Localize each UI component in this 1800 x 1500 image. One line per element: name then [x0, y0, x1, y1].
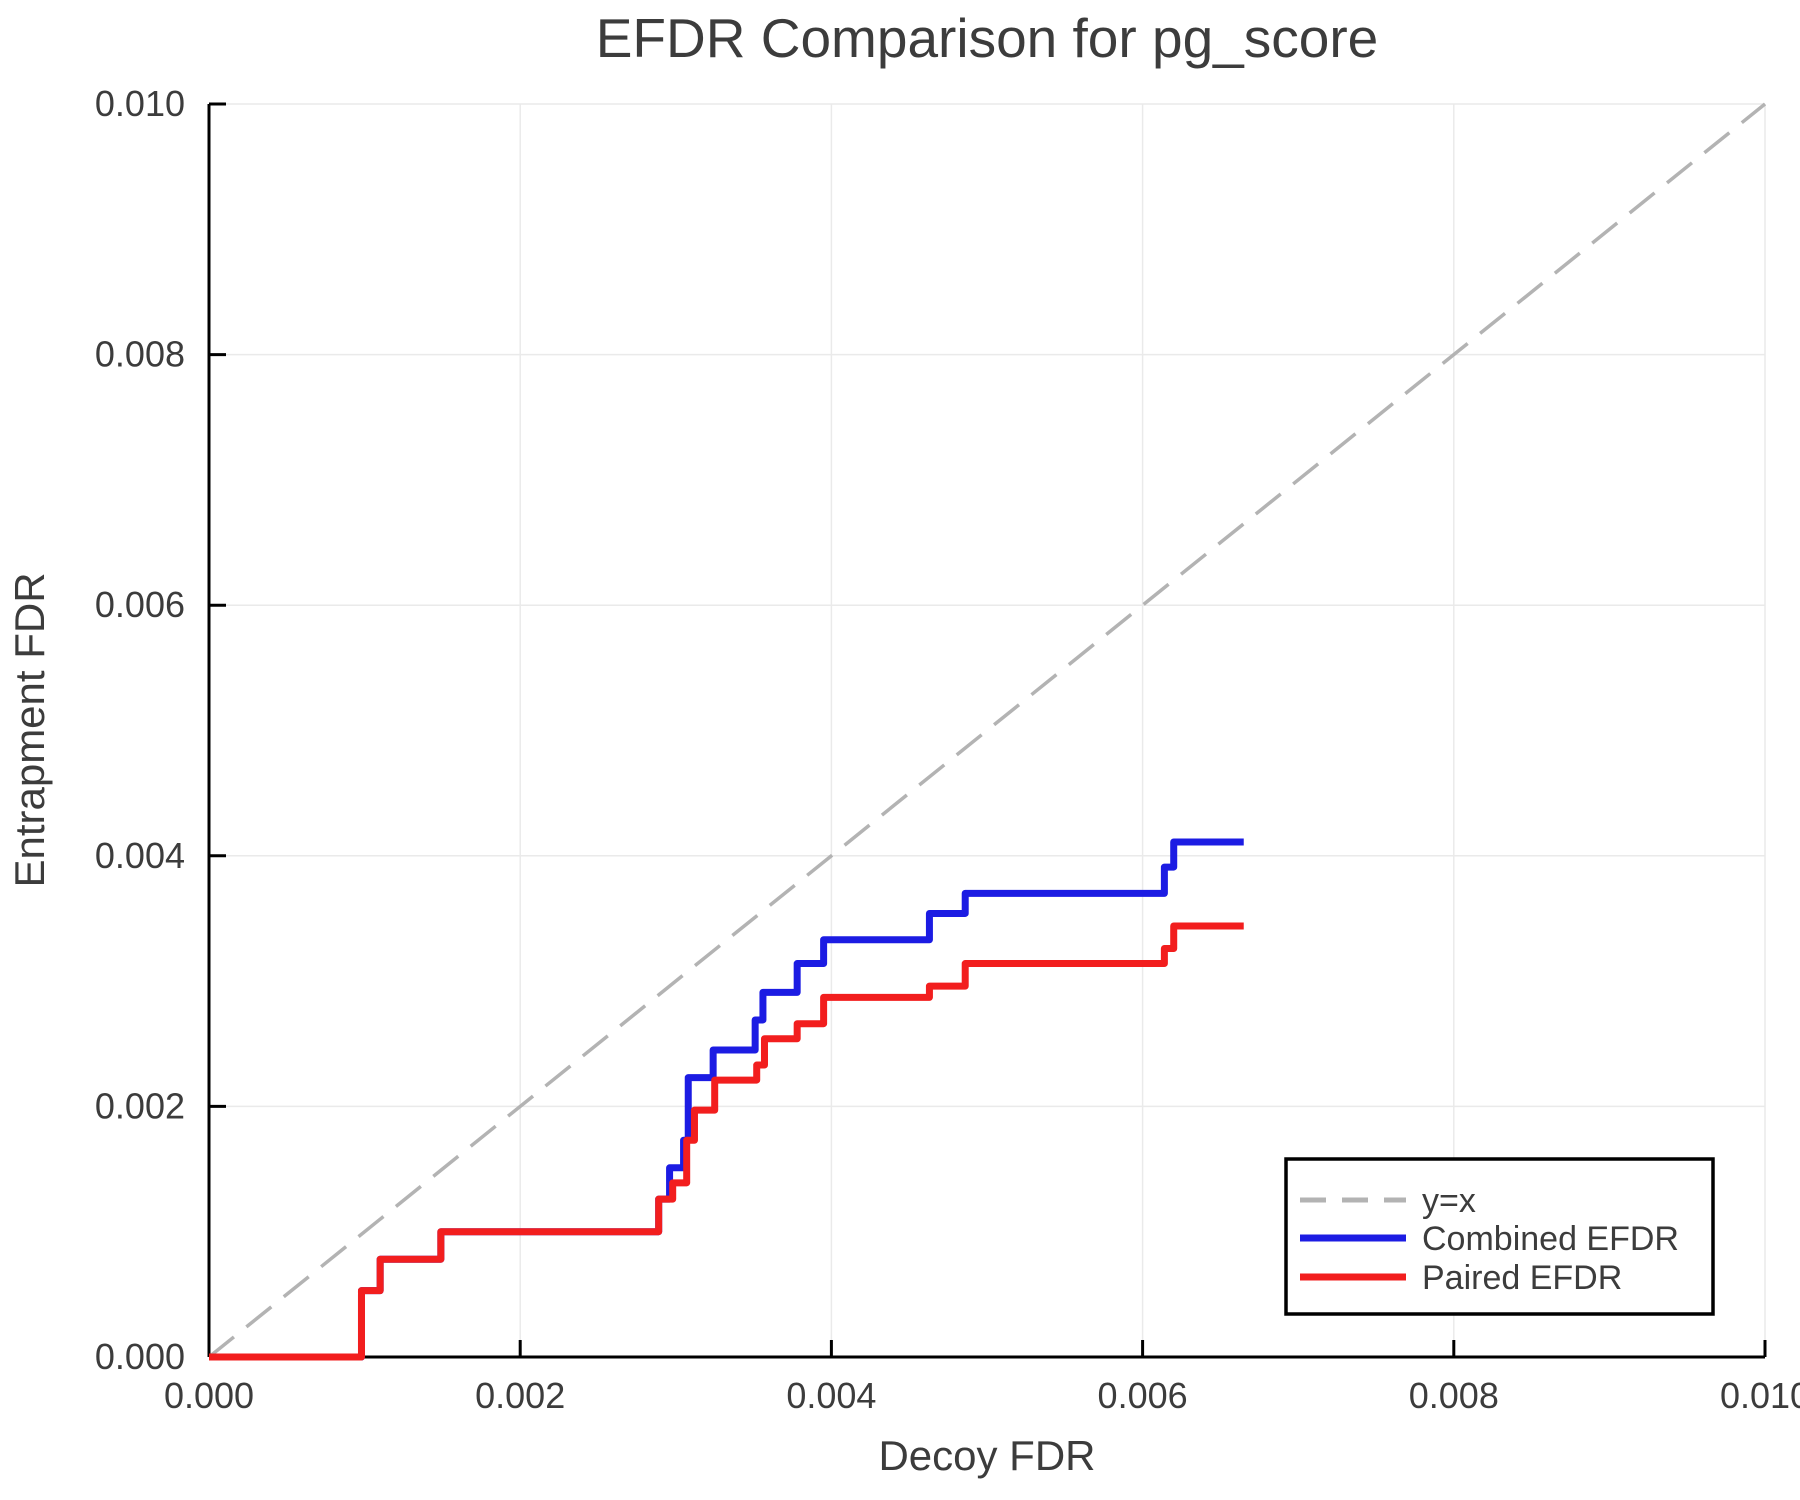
axis-tick-labels: 0.000 0.002 0.004 0.006 0.008 0.010 0.000 0.002…	[95, 83, 1800, 1416]
x-tick-label: 0.006	[1098, 1375, 1188, 1416]
legend: y=x Combined EFDR Paired EFDR	[1284, 1157, 1715, 1316]
y-tick-label: 0.000	[95, 1336, 185, 1377]
legend-label-combined: Combined EFDR	[1422, 1220, 1679, 1258]
x-tick-label: 0.000	[164, 1375, 254, 1416]
gridlines	[209, 103, 1766, 1357]
y-tick-label: 0.006	[95, 584, 185, 625]
y-tick-label: 0.002	[95, 1085, 185, 1126]
y-axis-label: Entrapment FDR	[6, 572, 53, 887]
y-tick-label: 0.004	[95, 835, 185, 876]
data-series	[209, 838, 1244, 1361]
y-tick-label: 0.008	[95, 334, 185, 375]
y-tick-label: 0.010	[95, 83, 185, 124]
x-tick-label: 0.002	[475, 1375, 565, 1416]
x-axis-label: Decoy FDR	[878, 1432, 1095, 1479]
x-tick-label: 0.010	[1720, 1375, 1800, 1416]
chart-title: EFDR Comparison for pg_score	[596, 7, 1379, 69]
x-tick-label: 0.008	[1409, 1375, 1499, 1416]
legend-label-paired: Paired EFDR	[1422, 1259, 1622, 1297]
legend-label-identity: y=x	[1422, 1182, 1476, 1220]
x-tick-label: 0.004	[786, 1375, 876, 1416]
paired-efdr-line	[209, 922, 1244, 1361]
